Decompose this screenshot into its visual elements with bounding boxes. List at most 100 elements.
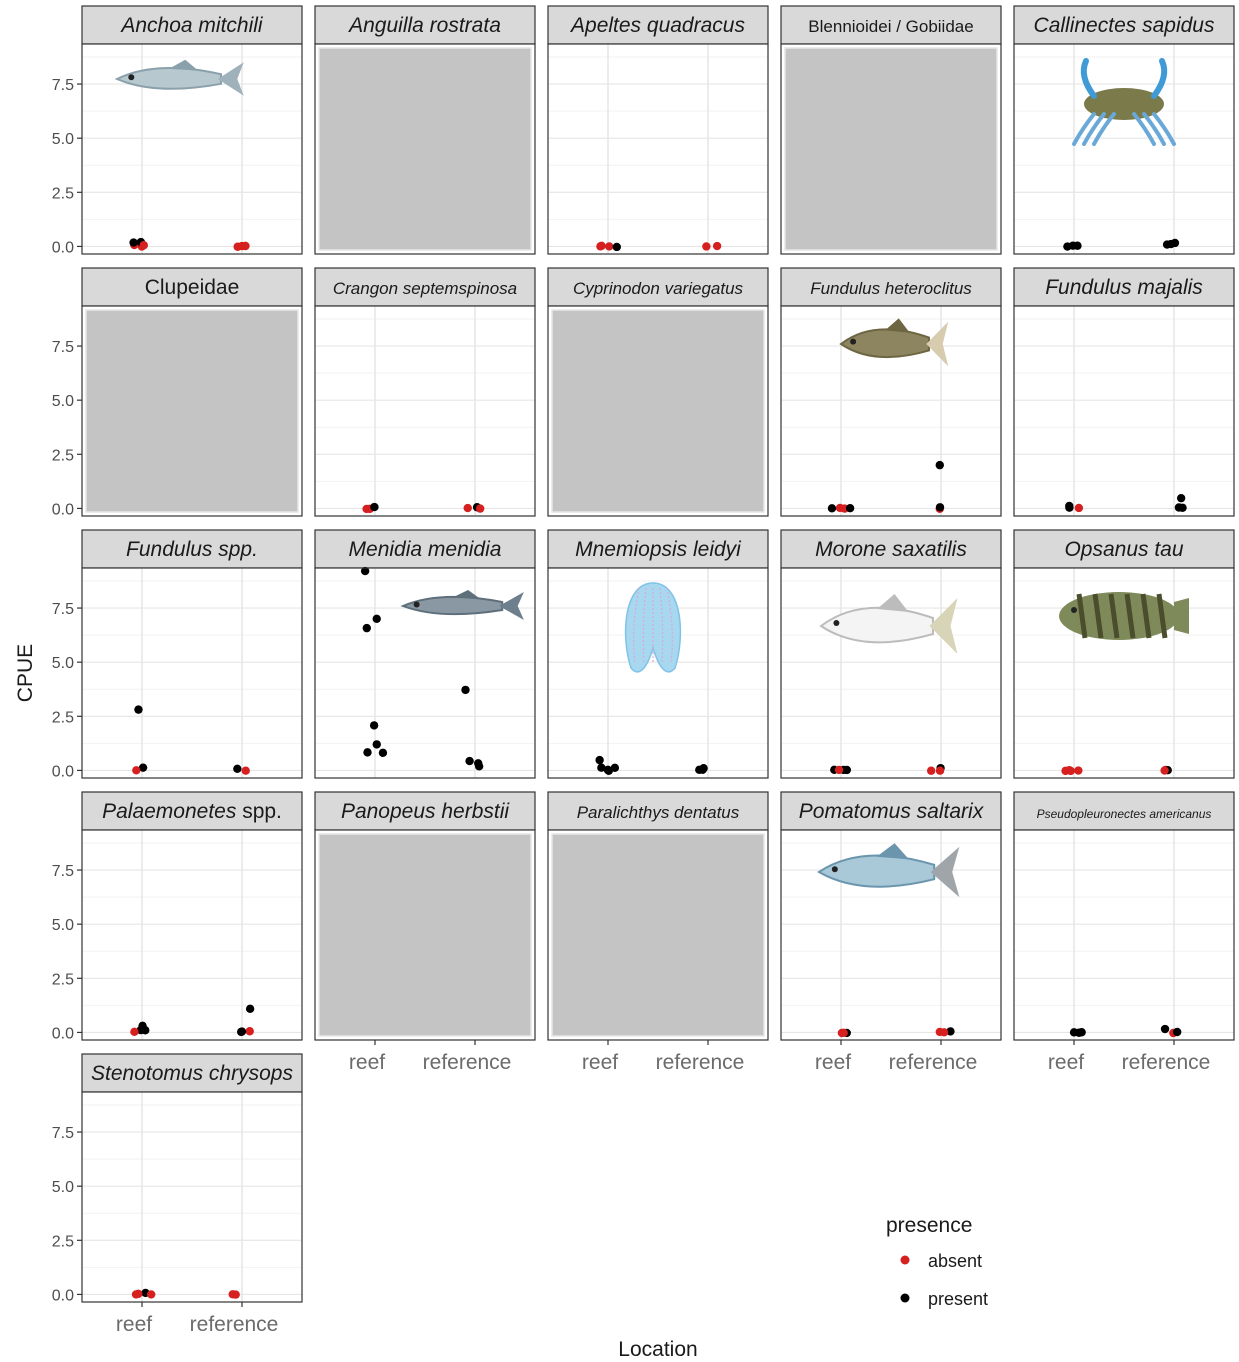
facet-title: Fundulus heteroclitus (810, 279, 972, 298)
toadfish-stripe (1124, 593, 1136, 639)
data-point-present (141, 1026, 150, 1035)
data-point-present (612, 242, 621, 252)
crab-claw (1151, 58, 1168, 99)
facet-title: Panopeus herbstii (341, 800, 510, 823)
panel-border (81, 829, 303, 1041)
data-point-absent (712, 241, 722, 251)
y-tick-label: 7.5 (52, 863, 74, 880)
data-point-absent (1074, 503, 1084, 513)
facet-strip (780, 529, 1002, 569)
panel-border (1013, 829, 1235, 1041)
data-point-absent (231, 1290, 240, 1299)
facet-panel: Anguilla rostrata (314, 5, 536, 255)
facet-panel: Pomatomus saltarix reef reference (780, 791, 1002, 1074)
panel-background (82, 568, 302, 778)
data-point-present (610, 763, 620, 773)
crab-leg (1072, 112, 1096, 146)
facet-panel: Fundulus heteroclitus (780, 267, 1002, 517)
facet-panel: Paralichthys dentatus reef reference (547, 791, 769, 1074)
data-point-absent (839, 1028, 848, 1038)
data-point-present (845, 504, 855, 513)
data-point-absent (146, 1290, 156, 1299)
legend-key-absent (900, 1255, 910, 1265)
facet-title: Stenotomus chrysops (91, 1062, 293, 1085)
facet-panel: Pseudopleuronectes americanus reef referen… (1013, 791, 1235, 1074)
bass-fin (877, 594, 909, 612)
facet-strip (81, 267, 303, 307)
data-point-present (378, 748, 388, 758)
facet-strip (314, 791, 536, 831)
x-tick-label: reference (423, 1051, 512, 1074)
facet-panel: Callinectes sapidus (1013, 5, 1235, 255)
data-point-present (935, 503, 945, 512)
panel-border (547, 829, 769, 1041)
facet-strip (81, 5, 303, 45)
data-point-present (372, 740, 381, 749)
data-point-absent (1074, 766, 1083, 775)
facet-title: Mnemiopsis leidyi (575, 538, 742, 561)
ctenophore-comb-row (659, 587, 664, 664)
facet-panel: Fundulus majalis (1013, 267, 1235, 517)
killifish-fin (885, 318, 910, 333)
ctenophore-comb-row (642, 587, 647, 664)
no-data-placeholder (85, 309, 299, 513)
data-point-present (935, 460, 944, 470)
ctenophore-illustration (624, 582, 682, 673)
crab-leg (1082, 112, 1106, 146)
facet-title: Fundulus majalis (1045, 276, 1203, 299)
legend-key-present (900, 1293, 910, 1303)
data-point-absent (241, 241, 250, 251)
toadfish-stripe (1108, 593, 1120, 639)
data-point-present (1166, 239, 1176, 249)
y-tick-label: 7.5 (52, 601, 74, 618)
data-point-present (827, 504, 837, 513)
ctenophore-body (624, 582, 682, 673)
facet-strip (1013, 791, 1235, 831)
panel-border (1013, 43, 1235, 255)
killifish-illustration (839, 318, 949, 367)
panel-background (548, 44, 768, 254)
y-tick-label: 2.5 (52, 1233, 74, 1250)
data-point-present (138, 763, 148, 772)
silverside-eye (413, 601, 420, 608)
bass-eye (833, 620, 840, 626)
data-point-absent (834, 765, 844, 775)
facet-panel: Mnemiopsis leidyi (547, 529, 769, 779)
data-point-present (1176, 493, 1186, 503)
facet-panel: Panopeus herbstii reef reference (314, 791, 536, 1074)
y-tick-label: 0.0 (52, 1025, 74, 1042)
data-point-present (134, 705, 143, 714)
y-tick-label: 2.5 (52, 185, 74, 202)
panel-border (81, 43, 303, 255)
facet-title: Anchoa mitchili (119, 14, 264, 37)
panel-background (1014, 830, 1234, 1040)
silverside-fin (452, 590, 481, 599)
facet-panel: Clupeidae 0.0 2.5 5.0 7.5 (52, 267, 303, 518)
data-point-absent (926, 766, 936, 775)
data-point-present (698, 765, 707, 774)
facet-strip (81, 529, 303, 569)
facet-panel: Menidia menidia (314, 529, 536, 779)
x-tick-label: reef (582, 1051, 618, 1074)
panel-border (547, 305, 769, 517)
data-point-absent (139, 241, 148, 250)
panel-background (1014, 306, 1234, 516)
data-point-present (372, 614, 381, 624)
bluefish-fin (876, 843, 909, 860)
facet-title: Opsanus tau (1064, 538, 1183, 561)
data-point-present (461, 685, 470, 695)
facet-strip (314, 529, 536, 569)
y-tick-label: 7.5 (52, 339, 74, 356)
x-tick-label: reef (116, 1313, 152, 1336)
data-point-absent (475, 504, 485, 513)
x-axis-title: Location (618, 1338, 697, 1361)
facet-panel: Fundulus spp. 0.0 2.5 5.0 7.5 (52, 529, 303, 780)
data-point-present (363, 748, 372, 757)
legend-label: present (928, 1289, 988, 1309)
facet-panel: Cyprinodon variegatus (547, 267, 769, 517)
data-point-absent (939, 1028, 949, 1037)
toadfish-tail (1174, 598, 1189, 634)
facet-panel: Anchoa mitchili 0.0 2.5 5.0 7.5 (52, 5, 303, 256)
panel-border (314, 43, 536, 255)
toadfish-illustration (1059, 592, 1189, 640)
